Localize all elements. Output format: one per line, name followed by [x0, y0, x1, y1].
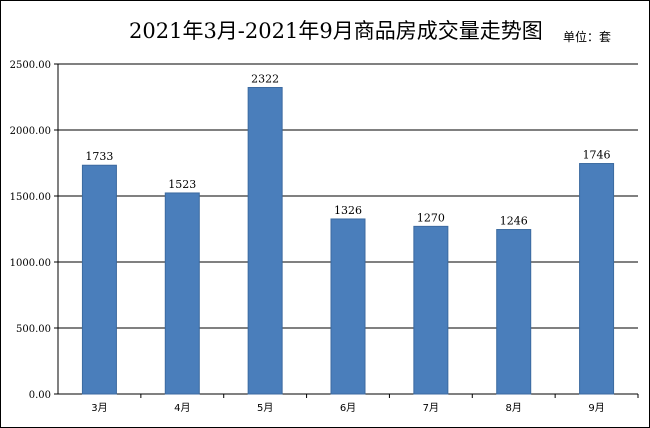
bar [330, 218, 366, 395]
x-tick-label: 5月 [257, 402, 273, 414]
chart-title: 2021年3月-2021年9月商品房成交量走势图 [129, 19, 543, 43]
data-label: 1270 [417, 211, 445, 224]
y-tick-label: 2500.00 [10, 60, 51, 71]
bar [164, 192, 200, 395]
x-tick-label: 3月 [91, 402, 107, 414]
data-label: 1326 [334, 204, 362, 217]
bar [247, 86, 283, 395]
bar [81, 164, 117, 395]
data-label: 1733 [85, 150, 113, 163]
y-tick-label: 1500.00 [10, 192, 51, 203]
x-tick-label: 8月 [506, 402, 522, 414]
y-tick-label: 2000.00 [10, 126, 51, 137]
unit-label: 单位：套 [563, 30, 612, 44]
bar [579, 163, 615, 395]
data-label: 1746 [583, 149, 611, 162]
data-label: 1246 [500, 215, 528, 228]
x-tick-label: 4月 [174, 402, 190, 414]
data-label: 2322 [251, 72, 279, 85]
y-tick-label: 0.00 [29, 390, 51, 401]
x-tick-label: 9月 [588, 402, 604, 414]
bar [496, 229, 532, 395]
y-tick-label: 1000.00 [10, 258, 51, 269]
x-tick-label: 6月 [340, 402, 356, 414]
data-label: 1523 [168, 178, 196, 191]
x-tick-label: 7月 [423, 402, 439, 414]
bar [413, 225, 449, 395]
y-tick-label: 500.00 [16, 324, 51, 335]
